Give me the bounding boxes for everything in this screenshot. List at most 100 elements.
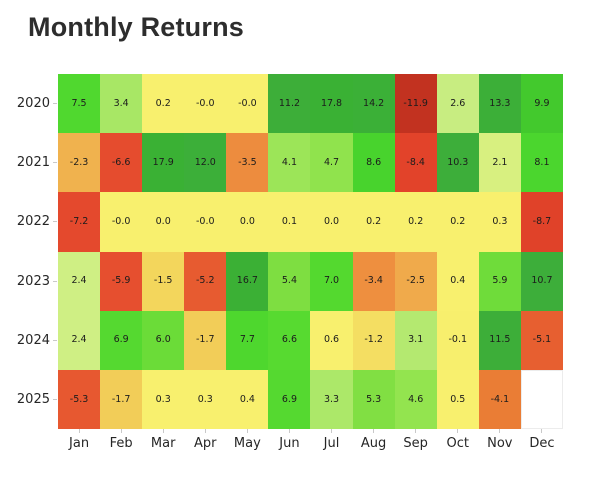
heatmap-cell: 10.7 (520, 251, 563, 311)
heatmap-cell: 13.3 (478, 74, 521, 134)
heatmap-cell: -2.5 (394, 251, 437, 311)
chart-title: Monthly Returns (28, 12, 244, 42)
heatmap-cell: -0.0 (184, 74, 227, 134)
heatmap-cell: 4.6 (394, 369, 437, 429)
x-axis-label: Nov (487, 436, 513, 451)
heatmap-cell: 5.9 (478, 251, 521, 311)
heatmap-cell: 6.9 (268, 369, 311, 429)
heatmap-cell: 11.2 (268, 74, 311, 134)
y-axis-label: 2020 (16, 96, 50, 112)
x-tick (268, 429, 310, 433)
heatmap-cell: 14.2 (352, 74, 395, 134)
heatmap-cell: -6.6 (100, 133, 143, 193)
heatmap-cell: 10.3 (436, 133, 479, 193)
x-tick (58, 429, 100, 433)
y-tick (53, 192, 57, 251)
x-axis-label: Jun (279, 436, 300, 451)
heatmap-cell: 17.9 (142, 133, 185, 193)
heatmap-cell: -4.1 (478, 369, 521, 429)
y-axis-ticks (53, 74, 57, 429)
heatmap-cell: 5.3 (352, 369, 395, 429)
x-tick (184, 429, 226, 433)
heatmap-cell: 3.1 (394, 310, 437, 370)
x-axis-label: Dec (529, 436, 555, 451)
heatmap-cell: 3.4 (100, 74, 143, 134)
heatmap-cell: 0.1 (268, 192, 311, 252)
heatmap-cell: 9.9 (520, 74, 563, 134)
x-tick (437, 429, 479, 433)
y-tick (53, 74, 57, 133)
heatmap-cell: 2.4 (58, 310, 101, 370)
heatmap-cell: -7.2 (58, 192, 101, 252)
x-axis-label: Sep (403, 436, 428, 451)
heatmap-cell: 6.0 (142, 310, 185, 370)
heatmap-cell: -5.9 (100, 251, 143, 311)
y-axis-label: 2021 (16, 155, 50, 171)
x-tick (226, 429, 268, 433)
heatmap-cell: -8.4 (394, 133, 437, 193)
heatmap-cell: 8.6 (352, 133, 395, 193)
heatmap-cell: 0.2 (394, 192, 437, 252)
y-tick (53, 370, 57, 429)
heatmap-cell: 0.6 (310, 310, 353, 370)
x-tick (310, 429, 352, 433)
heatmap-cell: 7.5 (58, 74, 101, 134)
y-axis-label: 2024 (16, 332, 50, 348)
heatmap-cell: 5.4 (268, 251, 311, 311)
heatmap-cell: 0.3 (184, 369, 227, 429)
heatmap-cell: -1.7 (184, 310, 227, 370)
heatmap-cell: 7.7 (226, 310, 269, 370)
x-axis-label: May (233, 436, 261, 451)
heatmap-grid: 7.5 3.4 0.2 -0.0 -0.0 11.2 17.8 14.2 -11.9 2.6 13.… (58, 74, 563, 429)
x-axis-label: Oct (446, 436, 469, 451)
heatmap-cell: 0.5 (436, 369, 479, 429)
x-tick (479, 429, 521, 433)
x-axis-label: Mar (150, 436, 176, 451)
heatmap-cell: -3.4 (352, 251, 395, 311)
y-axis-label: 2023 (16, 273, 50, 289)
heatmap-cell: -5.1 (520, 310, 563, 370)
heatmap-cell: 0.3 (478, 192, 521, 252)
heatmap-cell: 0.3 (142, 369, 185, 429)
x-axis-label: Feb (109, 436, 133, 451)
heatmap-cell: 0.2 (436, 192, 479, 252)
heatmap-cell: 17.8 (310, 74, 353, 134)
x-axis-label: Aug (360, 436, 387, 451)
x-tick (353, 429, 395, 433)
x-axis-labels: Jan Feb Mar Apr May Jun Jul Aug Sep Oct Nov Dec (58, 436, 563, 451)
heatmap-cell: 11.5 (478, 310, 521, 370)
x-tick (100, 429, 142, 433)
y-axis-label: 2025 (16, 391, 50, 407)
heatmap-cell: 4.7 (310, 133, 353, 193)
heatmap-cell: 12.0 (184, 133, 227, 193)
y-axis-labels: 2020 2021 2022 2023 2024 2025 (0, 74, 50, 429)
x-tick (521, 429, 563, 433)
heatmap-cell: 8.1 (520, 133, 563, 193)
heatmap-cell: 6.6 (268, 310, 311, 370)
heatmap-cell: 0.0 (142, 192, 185, 252)
x-tick (142, 429, 184, 433)
heatmap-cell: -5.2 (184, 251, 227, 311)
heatmap-cell: 7.0 (310, 251, 353, 311)
y-tick (53, 252, 57, 311)
heatmap-cell: 6.9 (100, 310, 143, 370)
heatmap-cell: -0.0 (100, 192, 143, 252)
heatmap-cell (520, 369, 563, 429)
heatmap-cell: -11.9 (394, 74, 437, 134)
heatmap-cell: -2.3 (58, 133, 101, 193)
heatmap-cell: 2.6 (436, 74, 479, 134)
heatmap-cell: 2.1 (478, 133, 521, 193)
heatmap-cell: 16.7 (226, 251, 269, 311)
heatmap-cell: 0.4 (226, 369, 269, 429)
x-axis-ticks (58, 429, 563, 433)
heatmap-cell: 3.3 (310, 369, 353, 429)
x-tick (395, 429, 437, 433)
x-axis-label: Apr (194, 436, 217, 451)
heatmap-cell: -5.3 (58, 369, 101, 429)
heatmap-cell: -0.0 (226, 74, 269, 134)
heatmap-cell: 2.4 (58, 251, 101, 311)
y-tick (53, 311, 57, 370)
x-axis-label: Jul (323, 436, 340, 451)
heatmap-cell: -0.0 (184, 192, 227, 252)
